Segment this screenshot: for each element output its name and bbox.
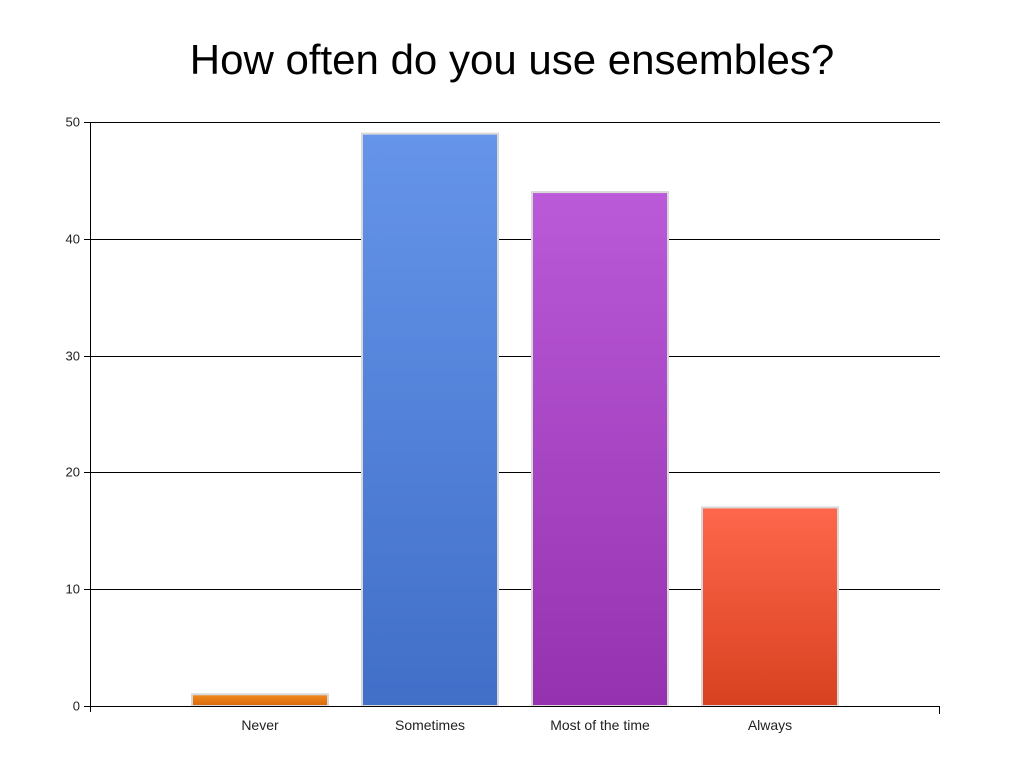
y-tick-label: 50: [66, 115, 80, 130]
y-tick-label: 0: [73, 699, 80, 714]
chart-title: How often do you use ensembles?: [189, 36, 835, 83]
bar-never: [191, 693, 329, 708]
y-tick-label: 10: [66, 582, 80, 597]
x-tick-label: Always: [748, 717, 792, 733]
x-tick-labels: Never Sometimes Most of the time Always: [241, 717, 792, 733]
y-tick-labels: 0 10 20 30 40 50: [66, 115, 80, 714]
x-tick-label: Most of the time: [550, 717, 650, 733]
bars: [191, 132, 839, 708]
y-tick-label: 40: [66, 232, 80, 247]
x-tick-label: Never: [241, 717, 279, 733]
bar-most-of-the-time: [531, 191, 669, 707]
y-tick-label: 20: [66, 465, 80, 480]
x-tick-label: Sometimes: [395, 717, 465, 733]
y-tick-label: 30: [66, 349, 80, 364]
bar-always: [701, 506, 839, 707]
bar-sometimes: [361, 132, 499, 707]
axes: [84, 122, 940, 714]
